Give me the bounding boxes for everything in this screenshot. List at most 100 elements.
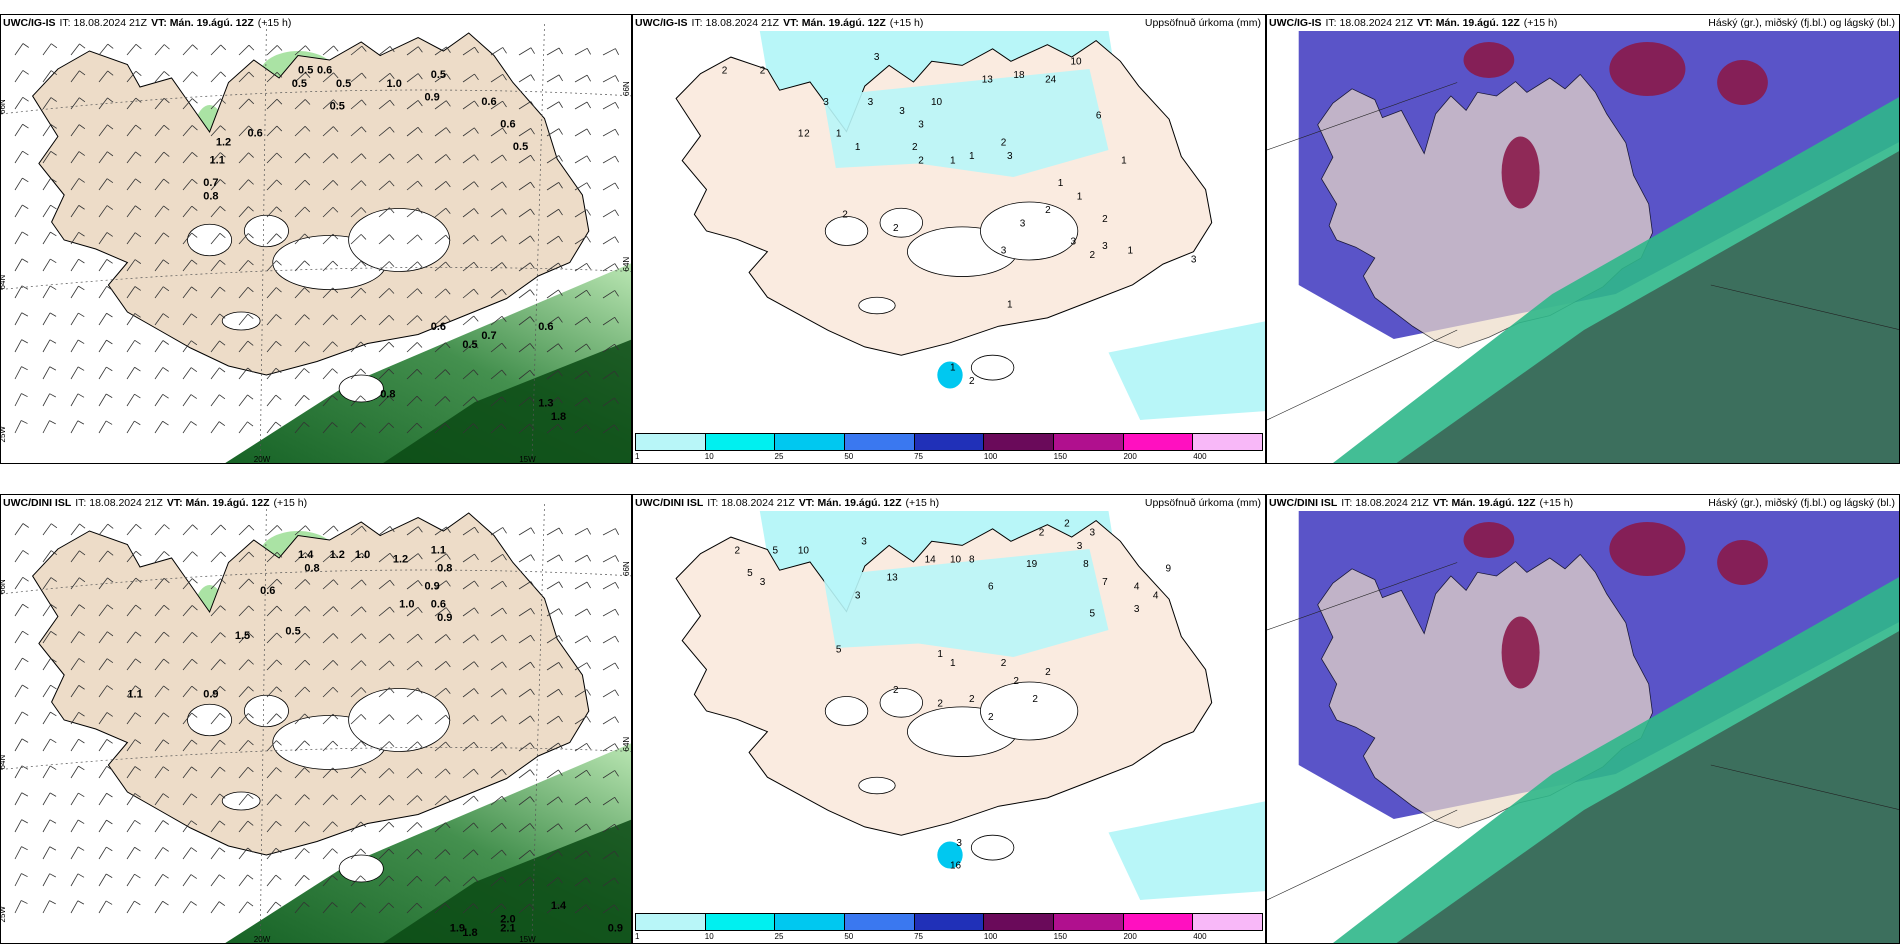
precip-value: 2: [1102, 214, 1108, 225]
colorbar-swatch: [1193, 434, 1263, 450]
precip-value: 0.6: [260, 585, 275, 597]
wind-barbs: [14, 43, 620, 434]
model-name: UWC/IG-IS: [3, 17, 56, 29]
precip-value: 1.5: [235, 630, 250, 642]
precip-value: 0.5: [285, 626, 300, 638]
precip-value: 0.6: [500, 119, 515, 131]
lon-label: 20W: [254, 935, 271, 944]
colorbar-swatch: [636, 914, 706, 930]
precip-value: 0.8: [437, 563, 452, 575]
precip-value: 0.8: [380, 389, 395, 401]
precip-value: 0.6: [317, 65, 332, 77]
precip-value: 13: [982, 75, 994, 86]
precip-value: 1.1: [431, 545, 446, 557]
lat-label: 66N: [622, 81, 631, 96]
colorbar-swatch: [1054, 914, 1124, 930]
precip-value: 2: [1064, 519, 1070, 530]
high-cloud: [1609, 522, 1686, 576]
precip-value: 0.7: [203, 177, 218, 189]
precip-value: 3: [760, 577, 766, 588]
lat-label: 64N: [1, 275, 7, 290]
panel-header: UWC/IG-IS IT: 18.08.2024 21Z VT: Mán. 19…: [633, 15, 1265, 31]
glacier: [221, 311, 261, 331]
glacier: [858, 776, 896, 795]
precip-value: 3: [1134, 604, 1140, 615]
iceland-land: [31, 32, 590, 376]
precip-value: 1.3: [538, 398, 553, 410]
field-title: Háský (gr.), miðský (fj.bl.) og lágský (…: [1708, 17, 1895, 29]
high-cloud: [1501, 616, 1540, 689]
glacier: [348, 208, 451, 272]
panel-header: UWC/DINI ISL IT: 18.08.2024 21Z VT: Mán.…: [1267, 495, 1899, 511]
precip-value: 1.2: [393, 554, 408, 566]
precip-value: 2: [918, 156, 924, 167]
precip-value: 4: [1134, 582, 1140, 593]
valid-time: VT: Mán. 19.ágú. 12Z: [1417, 17, 1520, 29]
precip-colorbar: [635, 913, 1263, 931]
precip-value: 1.2: [330, 549, 345, 561]
precip-value: 3: [1001, 246, 1007, 257]
precip-max: [937, 361, 963, 389]
panel-clouds-dini: UWC/DINI ISL IT: 18.08.2024 21Z VT: Mán.…: [1266, 494, 1900, 944]
precip-value: 19: [1026, 559, 1038, 570]
precip-land: [823, 549, 1109, 657]
precip-value: 0.9: [608, 923, 623, 935]
precip-value: 7: [1102, 577, 1108, 588]
precip-value: 3: [874, 52, 880, 63]
colorbar-tick: 150: [1053, 932, 1068, 941]
wind-barbs: [14, 523, 620, 914]
colorbar-tick: 100: [983, 452, 998, 461]
precip-value: 2: [893, 685, 899, 696]
colorbar-tick: 150: [1053, 452, 1068, 461]
colorbar-swatch: [705, 434, 776, 450]
precip-value: 5: [836, 645, 842, 656]
colorbar-swatch: [845, 914, 915, 930]
precip-value: 3: [855, 591, 861, 602]
precip-value: 1.0: [387, 78, 402, 90]
precip-value: 2: [722, 66, 728, 77]
init-time: IT: 18.08.2024 21Z: [75, 497, 163, 509]
colorbar-swatch: [705, 914, 776, 930]
precip-value: 1: [969, 151, 975, 162]
lead-time: (+15 h): [889, 17, 924, 29]
colorbar-swatch: [914, 434, 985, 450]
model-name: UWC/IG-IS: [635, 17, 688, 29]
precip-core: [383, 339, 631, 463]
colorbar-tick: 200: [1123, 932, 1137, 941]
precip-value: 16: [950, 861, 962, 872]
precip-value: 2: [969, 376, 975, 387]
precip-value: 1: [1077, 192, 1083, 203]
lat-lon-grid: [1, 23, 631, 463]
glacier: [980, 201, 1079, 261]
colorbar-swatch: [636, 434, 706, 450]
lon-label: 25W: [1, 906, 7, 923]
precip-value: 1: [1058, 178, 1064, 189]
cloud-cover-map: [1267, 31, 1899, 463]
glacier: [858, 296, 896, 315]
precip-value: 1.1: [210, 155, 225, 167]
lat-label: 66N: [1, 579, 7, 594]
model-name: UWC/DINI ISL: [635, 497, 704, 509]
lead-time: (+15 h): [1523, 17, 1558, 29]
colorbar-swatch: [984, 434, 1055, 450]
precip-value: 3: [861, 537, 867, 548]
colorbar-tick: 50: [844, 932, 854, 941]
precip-value: 1: [950, 658, 956, 669]
lon-label: 25W: [1, 426, 7, 443]
precip-value: 5: [747, 568, 753, 579]
precip-value: 1.8: [551, 411, 566, 423]
precip-value: 3: [899, 106, 905, 117]
precip-value: 0.6: [481, 96, 496, 108]
precip-value: 0.5: [298, 65, 313, 77]
lon-label: 15W: [519, 935, 536, 944]
precip-value: 2: [760, 66, 766, 77]
precip-value: 0.8: [203, 191, 218, 203]
precip-value: 0.5: [330, 101, 345, 113]
precip-value: 10: [950, 555, 962, 566]
precip-value: 2: [1089, 250, 1095, 261]
model-name: UWC/IG-IS: [1269, 17, 1322, 29]
precip-value: 2: [893, 223, 899, 234]
precip-value: 1: [798, 129, 804, 140]
precip-value: 0.9: [424, 92, 439, 104]
init-time: IT: 18.08.2024 21Z: [691, 17, 780, 29]
